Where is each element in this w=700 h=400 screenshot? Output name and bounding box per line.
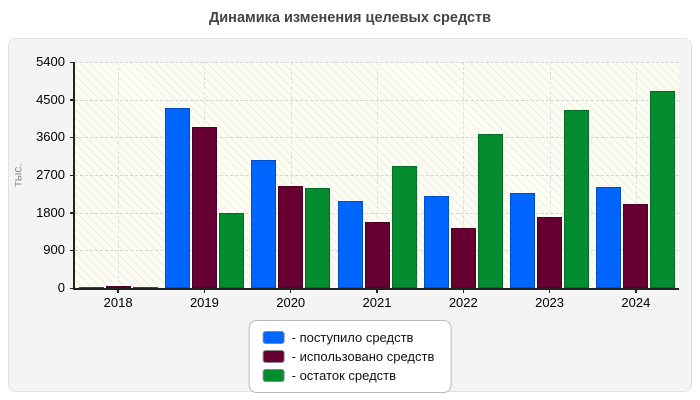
x-tick-mark [462, 288, 465, 293]
y-tick-label: 4500 [36, 91, 65, 107]
bar-остаток-средств-2023 [564, 110, 590, 288]
bar-использовано-средств-2022 [450, 227, 476, 288]
x-tick-label: 2022 [448, 295, 478, 310]
legend-swatch-icon [262, 331, 285, 344]
bar-остаток-средств-2020 [305, 187, 331, 288]
bar-использовано-средств-2023 [537, 216, 563, 288]
y-tick-label: 2700 [36, 167, 65, 182]
y-tick-mark [70, 99, 75, 101]
y-tick-mark [70, 136, 75, 139]
x-tick-label: 2021 [362, 295, 392, 310]
bar-использовано-средств-2019 [191, 126, 217, 288]
y-tick-mark [70, 212, 75, 214]
chart-title: Динамика изменения целевых средств [208, 10, 492, 26]
y-tick-label: 5400 [36, 54, 65, 69]
x-tick-label: 2019 [189, 295, 219, 310]
bar-использовано-средств-2018 [105, 285, 131, 288]
x-gridline [118, 62, 120, 288]
x-gridline [377, 62, 378, 288]
legend-swatch-icon [262, 369, 285, 382]
x-tick-label: 2020 [276, 295, 306, 310]
x-tick-label: 2024 [621, 295, 651, 310]
y-tick-mark [70, 174, 75, 176]
legend-label: - остаток средств [291, 368, 397, 383]
x-tick-mark [376, 288, 378, 293]
y-tick-label: 1800 [36, 204, 65, 220]
x-gridline [635, 62, 637, 288]
x-tick-label: 2023 [535, 295, 565, 310]
x-gridline [549, 62, 551, 288]
x-tick-label: 2018 [103, 295, 133, 310]
x-gridline [463, 62, 465, 288]
x-gridline [290, 62, 292, 288]
y-tick-label: 3600 [36, 129, 65, 145]
legend-label: - использовано средств [291, 349, 435, 364]
bar-использовано-средств-2024 [623, 204, 649, 288]
x-tick-mark [117, 288, 119, 293]
y-axis-line [73, 62, 75, 290]
bar-поступило-средств-2022 [423, 195, 449, 288]
y-tick-mark [70, 61, 75, 63]
legend-item: - остаток средств [262, 368, 435, 383]
x-tick-mark [289, 288, 292, 293]
x-tick-mark [635, 288, 637, 293]
bar-остаток-средств-2021 [391, 166, 417, 288]
bar-использовано-средств-2020 [278, 186, 304, 288]
legend-item: - использовано средств [262, 349, 435, 364]
y-tick-label: 900 [43, 242, 65, 258]
bar-остаток-средств-2024 [650, 91, 676, 288]
bar-поступило-средств-2020 [251, 160, 277, 288]
y-tick-label: 0 [57, 280, 65, 295]
bar-остаток-средств-2019 [218, 212, 244, 288]
x-tick-mark [203, 288, 206, 293]
bar-использовано-средств-2021 [364, 222, 390, 288]
bar-поступило-средств-2019 [164, 108, 190, 288]
x-tick-mark [548, 288, 551, 293]
legend-item: - поступило средств [262, 330, 435, 345]
bar-поступило-средств-2021 [337, 200, 363, 288]
y-tick-mark [70, 249, 75, 252]
bar-остаток-средств-2022 [477, 134, 503, 288]
legend-swatch-icon [262, 350, 285, 363]
bar-поступило-средств-2024 [596, 186, 622, 288]
bar-поступило-средств-2023 [510, 192, 536, 288]
legend: - поступило средств - использовано средст… [248, 320, 452, 393]
legend-label: - поступило средств [291, 330, 414, 345]
y-tick-mark [70, 287, 75, 289]
x-axis-line [73, 288, 679, 290]
